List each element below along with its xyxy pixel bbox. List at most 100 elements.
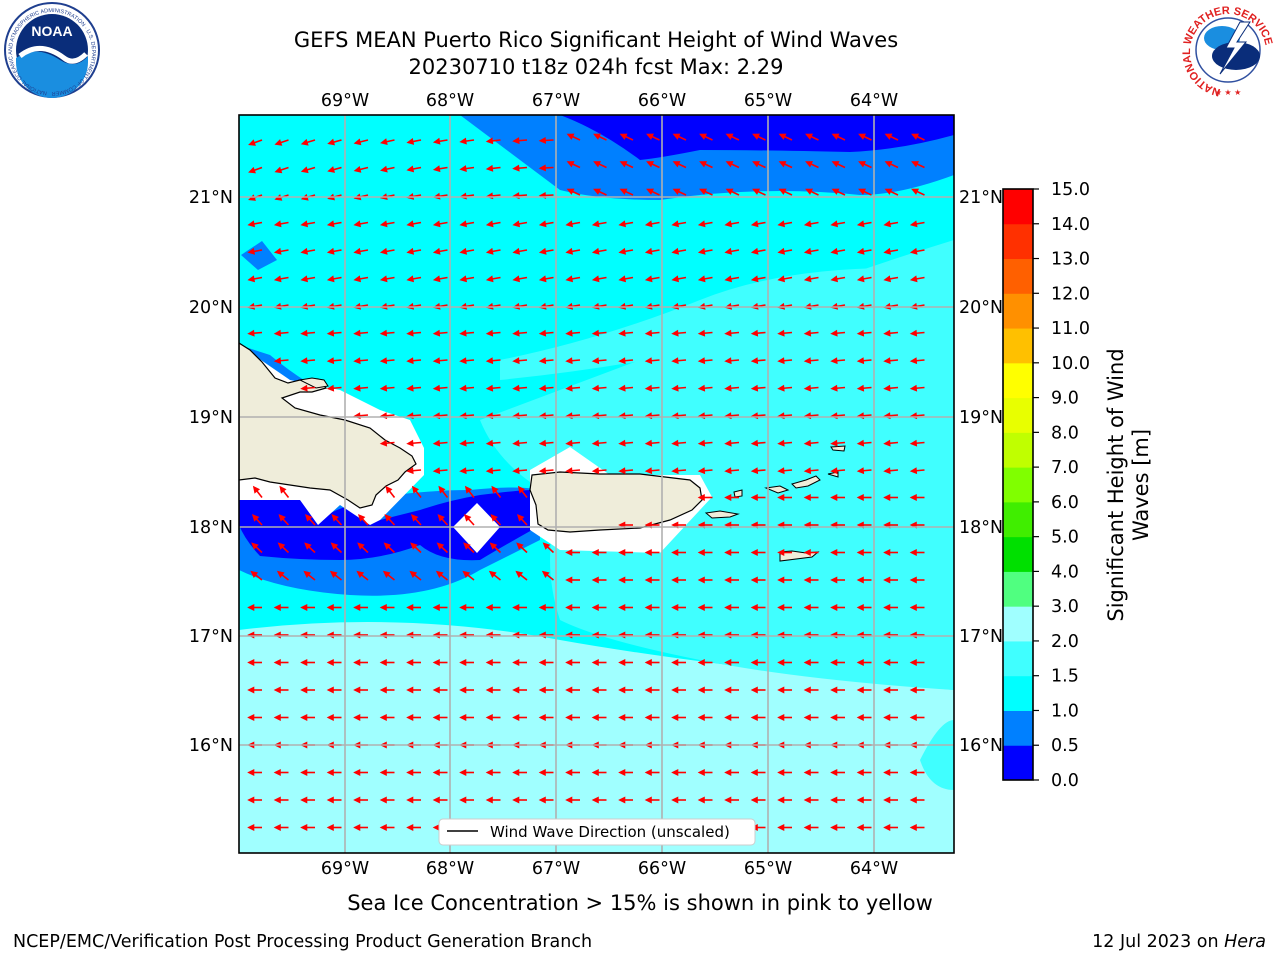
wave-direction-arrowhead [432,686,440,694]
wave-direction-arrowhead [538,329,547,337]
wave-direction-arrowhead [724,329,732,337]
wave-direction-arrowhead [379,824,387,831]
wave-direction-arrowhead [512,220,521,228]
wave-direction-arrowhead [379,659,387,666]
wave-direction-arrowhead [699,133,707,140]
wave-direction-arrowhead [326,796,334,804]
colorbar-tick-label: 4.0 [1051,562,1079,582]
wave-direction-arrowhead [618,686,626,694]
wave-direction-arrowhead [911,161,919,168]
wave-direction-arrowhead [750,494,758,501]
wave-direction-arrowhead [353,686,361,694]
lon-tick-label-top: 66°W [638,91,686,111]
wave-direction-arrowhead [619,161,628,168]
wave-direction-arrowhead [858,133,866,140]
wave-direction-arrowhead [593,188,601,195]
wave-direction-arrowhead [512,714,520,721]
wave-direction-arrowhead [909,576,917,584]
colorbar-tick-label: 5.0 [1051,528,1079,548]
wave-direction-arrowhead [618,275,627,283]
lon-tick-label-bottom: 65°W [744,859,792,879]
wave-direction-arrowhead [830,494,838,501]
lon-tick-label-bottom: 66°W [638,859,686,879]
wave-direction-arrowhead [273,686,281,694]
wave-direction-arrowhead [750,549,758,556]
wave-direction-arrowhead [671,521,679,529]
wave-direction-arrowhead [803,275,812,283]
wave-direction-arrowhead [803,357,812,365]
wave-direction-arrowhead [724,796,732,804]
wave-direction-arrowhead [618,659,626,666]
wave-direction-arrowhead [750,329,759,337]
colorbar-segment [1003,328,1033,364]
wave-direction-arrowhead [432,604,440,611]
wave-direction-arrowhead [856,521,864,529]
wave-direction-arrowhead [512,686,520,694]
wave-direction-arrowhead [591,384,600,392]
wave-direction-arrowhead [485,769,493,776]
wave-direction-arrowhead [699,188,707,195]
wave-direction-arrowhead [273,357,282,365]
wave-direction-arrowhead [644,604,652,611]
wave-direction-arrowhead [618,521,626,529]
lon-tick-label-bottom: 68°W [426,859,474,879]
wave-direction-arrowhead [750,247,759,255]
wave-direction-arrowhead [432,384,441,392]
wave-direction-arrowhead [538,275,547,283]
wave-direction-arrowhead [565,796,573,804]
wave-direction-arrowhead [353,384,361,392]
lat-tick-label-right: 18°N [959,518,1003,538]
wave-direction-arrowhead [353,329,361,337]
colorbar-segment [1003,467,1033,503]
wave-direction-arrowhead [724,357,732,365]
noaa-logo-text: NOAA [31,23,72,39]
wave-direction-arrowhead [777,549,785,556]
wave-direction-arrowhead [591,329,600,337]
colorbar-segment [1003,258,1033,294]
wave-direction-arrowhead [883,220,892,228]
wave-direction-arrowhead [432,275,441,283]
wave-direction-arrowhead [247,714,255,721]
wave-direction-arrowhead [618,220,627,228]
svg-text:Waves [m]: Waves [m] [1129,429,1153,541]
wave-direction-arrowhead [512,384,520,392]
lon-tick-label-bottom: 69°W [321,859,369,879]
wave-direction-arrowhead [750,521,758,529]
lat-tick-label-right: 16°N [959,736,1003,756]
colorbar-segment [1003,675,1033,711]
wave-direction-arrowhead [883,686,891,694]
wave-direction-arrowhead [538,439,547,447]
wave-direction-arrowhead [671,659,679,666]
wave-direction-arrowhead [247,329,255,337]
wave-direction-arrowhead [777,796,785,804]
wave-direction-arrowhead [619,133,628,140]
wave-direction-arrowhead [247,604,255,611]
chart-subtitle: 20230710 t18z 024h fcst Max: 2.29 [408,55,784,79]
wave-direction-arrowhead [752,188,760,195]
wave-direction-arrowhead [803,521,811,529]
lat-tick-label-right: 17°N [959,627,1003,647]
wave-direction-arrowhead [858,161,866,168]
wave-direction-arrowhead [591,275,600,283]
wave-direction-arrowhead [856,824,864,831]
wave-direction-arrowhead [883,824,891,831]
wave-direction-arrowhead [326,686,334,694]
wave-direction-arrowhead [406,220,415,228]
wave-direction-arrowhead [671,604,679,611]
wave-direction-arrowhead [644,247,653,255]
wave-direction-arrowhead [830,796,838,804]
wave-direction-arrowhead [490,514,498,522]
legend-label: Wind Wave Direction (unscaled) [490,823,730,841]
wave-direction-arrowhead [777,659,785,666]
wave-direction-arrowhead [724,494,732,501]
wave-direction-arrowhead [356,570,365,578]
wave-direction-arrowhead [671,714,679,721]
wave-direction-arrowhead [803,659,811,666]
wave-direction-arrowhead [591,686,599,694]
wave-direction-arrowhead [300,138,309,146]
wave-direction-arrowhead [591,576,599,584]
colorbar-tick-label: 15.0 [1051,180,1090,200]
wave-direction-arrowhead [538,136,547,144]
wave-direction-arrowhead [512,769,520,776]
wave-direction-arrowhead [750,714,758,721]
